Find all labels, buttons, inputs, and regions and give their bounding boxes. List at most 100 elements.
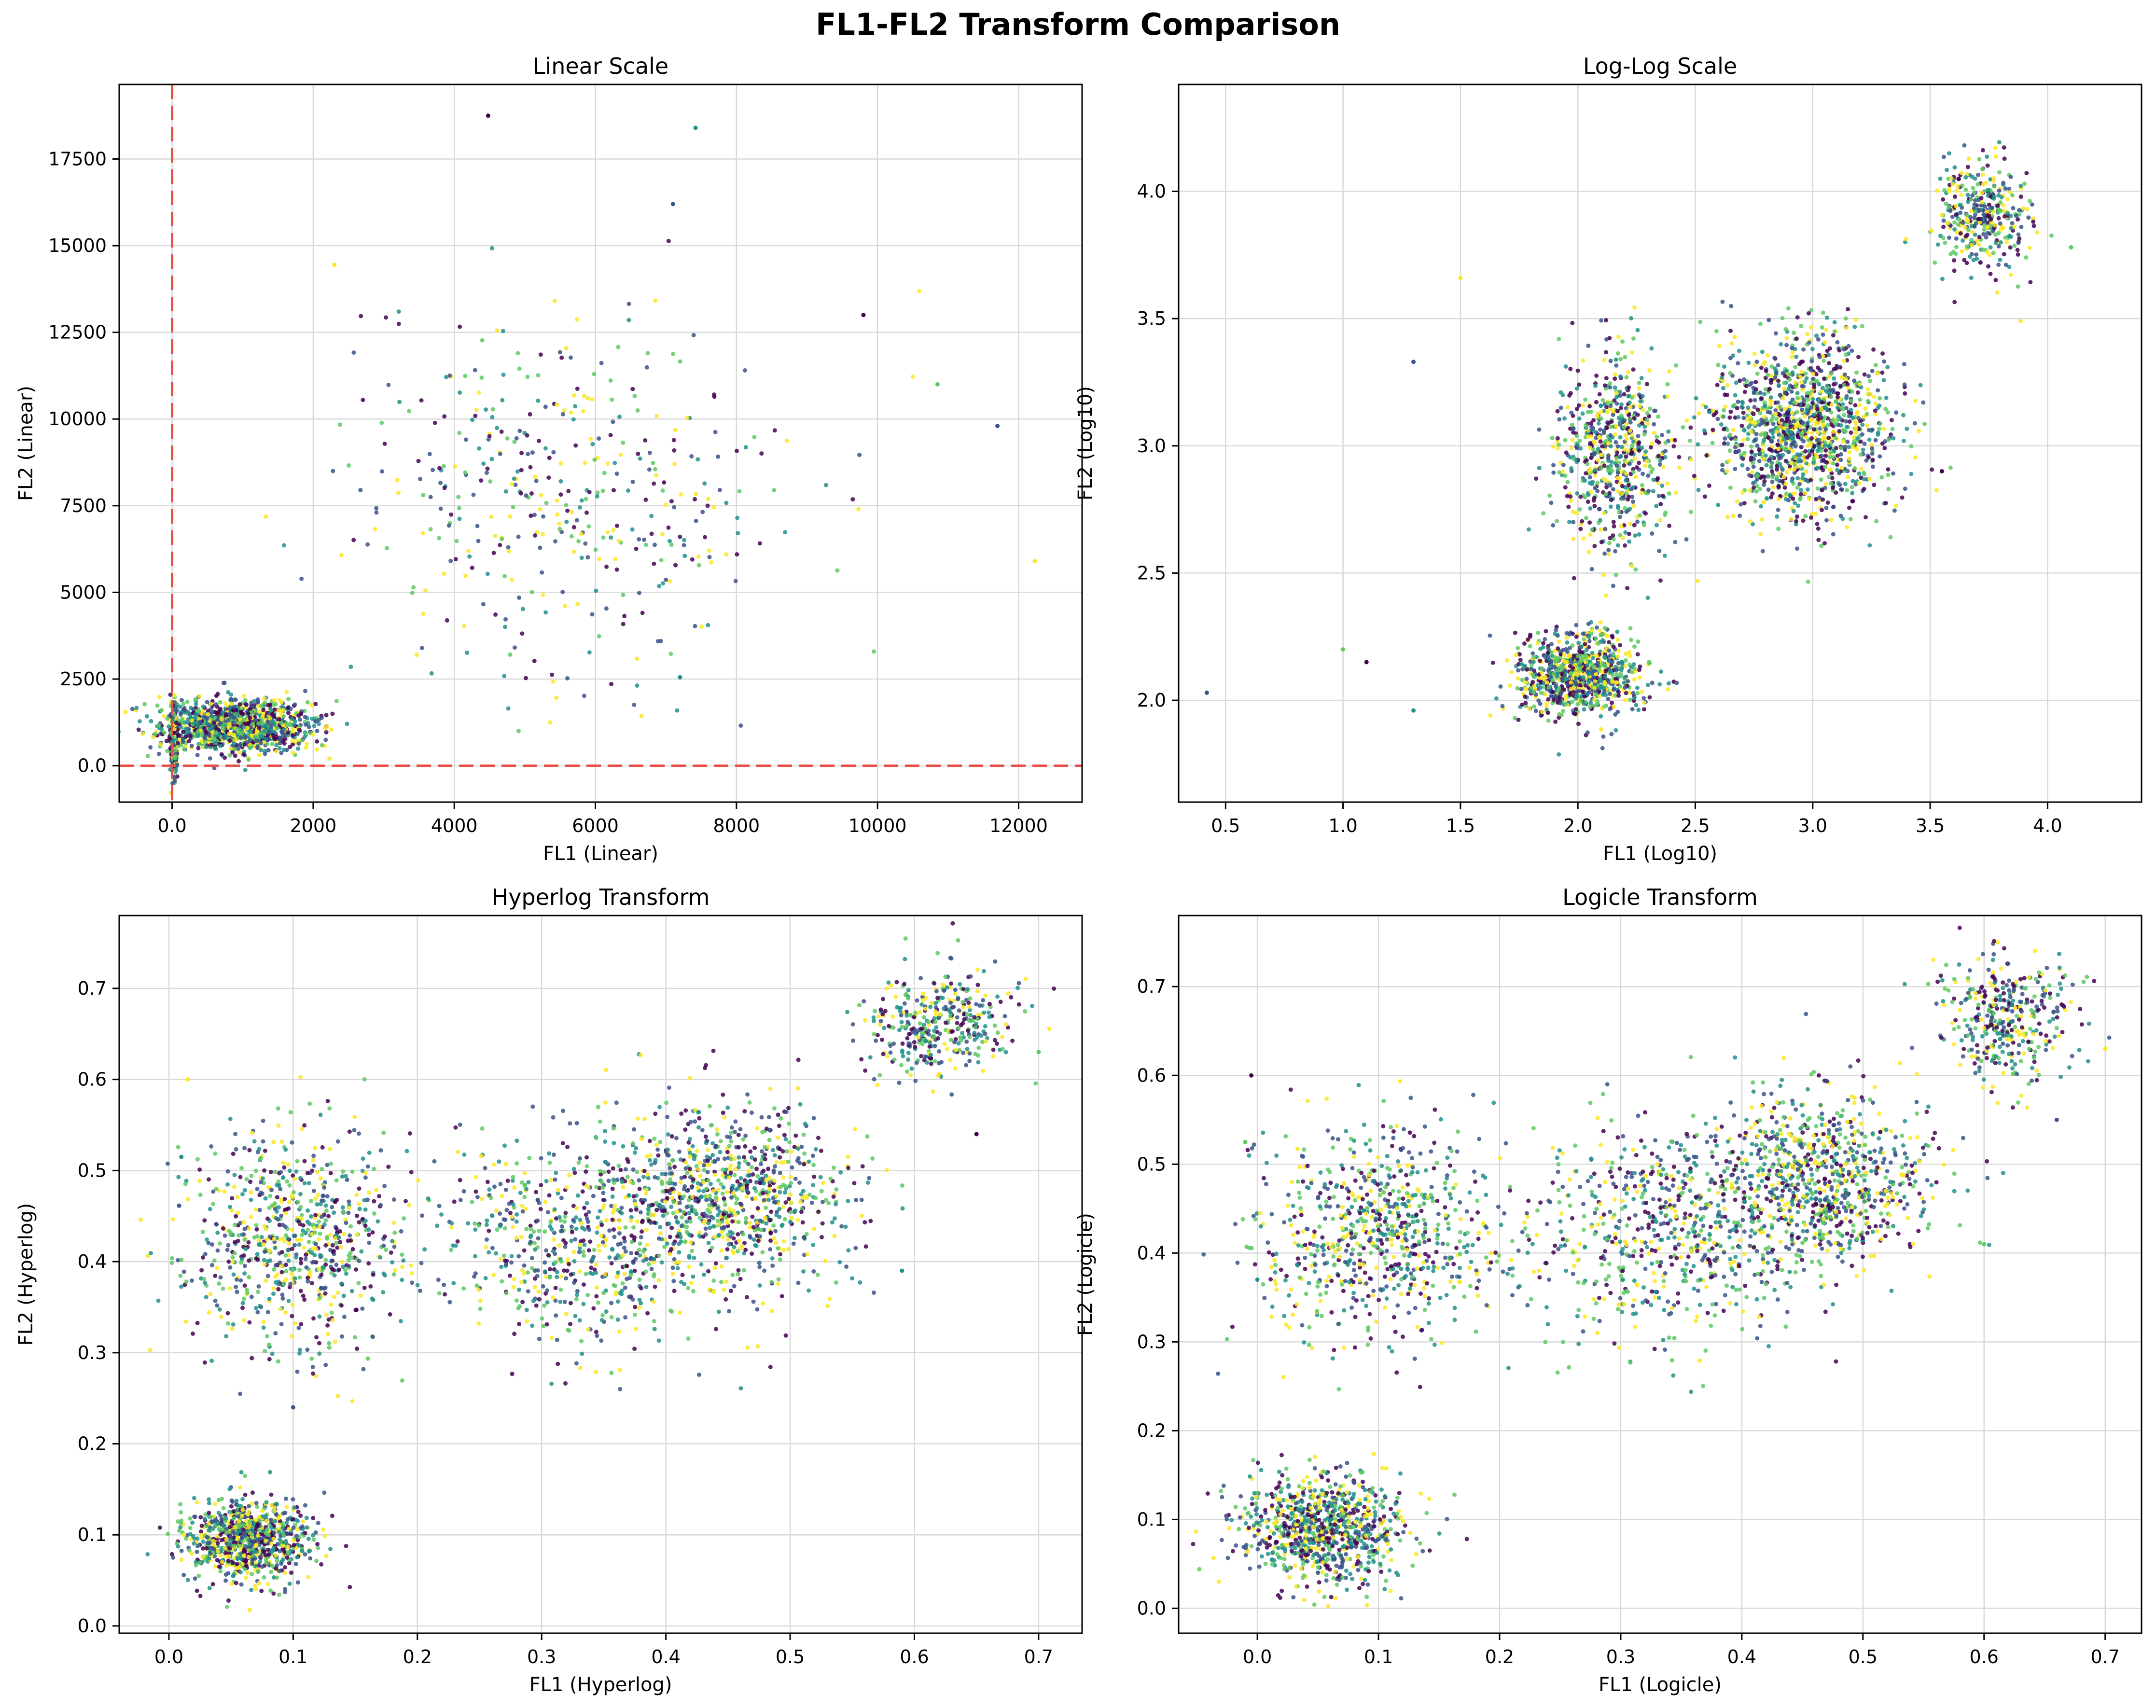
data-point [379, 469, 384, 474]
data-point [702, 481, 707, 486]
data-point [209, 710, 214, 715]
data-point [736, 531, 740, 536]
data-point [286, 730, 291, 735]
data-point [564, 346, 569, 350]
data-point [784, 438, 789, 443]
data-point [264, 514, 268, 519]
data-point [671, 351, 676, 356]
data-point [574, 317, 579, 322]
data-point [512, 440, 517, 444]
data-point [536, 398, 541, 403]
data-point [510, 482, 515, 486]
data-point [195, 753, 200, 757]
data-point [290, 727, 295, 731]
data-point [290, 742, 295, 747]
data-point [705, 503, 710, 508]
data-point [179, 725, 183, 730]
data-point [194, 711, 198, 716]
data-point [235, 712, 239, 717]
data-point [334, 698, 339, 703]
data-point [583, 460, 587, 465]
data-point [306, 724, 311, 729]
data-point [569, 410, 573, 415]
data-point [600, 488, 605, 493]
data-point [218, 700, 223, 705]
data-point [272, 736, 277, 740]
data-point [610, 397, 614, 402]
data-point [191, 707, 196, 712]
data-point [653, 467, 657, 472]
data-point [172, 693, 177, 698]
data-point [290, 717, 294, 721]
data-point [211, 736, 216, 741]
data-point [456, 495, 461, 500]
data-point [209, 701, 213, 706]
data-point [304, 722, 308, 727]
data-point [690, 557, 695, 562]
data-point [175, 727, 180, 732]
data-point [162, 730, 167, 735]
data-point [518, 491, 523, 496]
data-point [520, 631, 525, 636]
data-point [233, 747, 237, 751]
data-point [176, 741, 180, 746]
data-point [223, 701, 228, 706]
data-point [672, 462, 677, 467]
data-point [423, 588, 428, 593]
data-point [474, 407, 479, 412]
data-point [609, 535, 613, 540]
data-point [583, 541, 588, 546]
data-point [229, 701, 234, 706]
data-point [659, 558, 664, 563]
data-point [262, 729, 266, 734]
data-point [517, 429, 522, 433]
data-point [217, 722, 222, 727]
data-point [632, 394, 637, 399]
data-point [743, 445, 748, 450]
data-point [564, 519, 569, 524]
data-point [180, 717, 184, 722]
data-point [259, 718, 264, 722]
data-point [712, 392, 717, 397]
data-point [516, 729, 521, 734]
data-point [250, 722, 255, 726]
data-point [272, 707, 277, 712]
data-point [742, 368, 747, 373]
data-point [268, 708, 273, 712]
data-point [570, 510, 574, 514]
data-point [484, 471, 489, 475]
data-point [253, 708, 258, 713]
data-point [437, 466, 442, 471]
data-point [519, 451, 524, 456]
data-point [274, 743, 279, 748]
data-point [626, 302, 631, 306]
data-point [694, 518, 698, 523]
data-point [555, 512, 560, 517]
data-point [374, 506, 379, 511]
data-point [511, 505, 515, 510]
data-point [140, 732, 145, 736]
data-point [438, 480, 443, 485]
data-point [267, 716, 272, 721]
data-point [614, 524, 619, 528]
data-point [490, 407, 495, 412]
data-point [520, 607, 525, 611]
data-point [195, 729, 200, 734]
data-point [738, 723, 743, 728]
data-point [470, 566, 474, 570]
data-point [195, 733, 200, 738]
data-point [396, 490, 401, 495]
data-point [339, 553, 344, 557]
data-point [266, 736, 271, 741]
data-point [155, 703, 160, 708]
data-point [214, 694, 219, 698]
data-point [508, 652, 513, 657]
data-point [444, 375, 448, 379]
data-point [266, 730, 271, 735]
data-point [471, 492, 476, 497]
data-point [297, 727, 302, 732]
data-point [643, 497, 648, 502]
data-point [489, 246, 494, 250]
data-point [156, 723, 161, 728]
